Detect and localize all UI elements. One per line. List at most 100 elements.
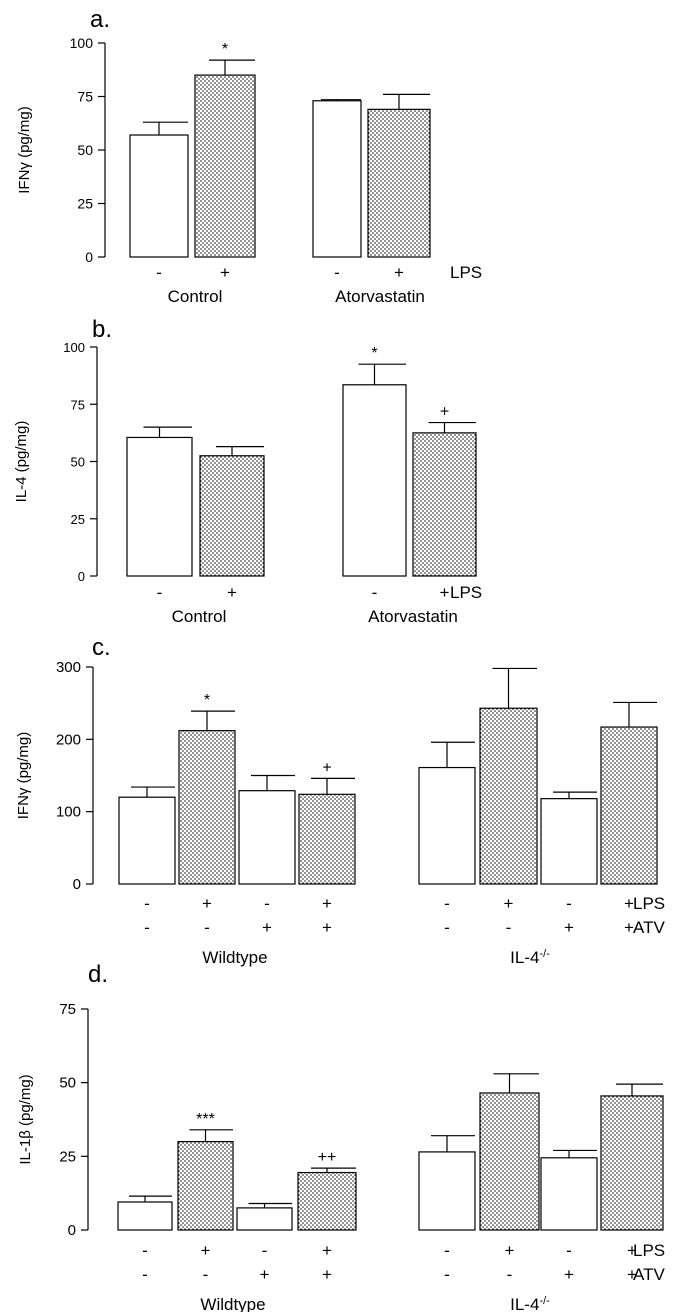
bar [342, 384, 407, 577]
panel-label: b. [92, 316, 112, 343]
lps-sign: + [394, 263, 404, 282]
y-tick-label: 50 [71, 455, 85, 470]
factor-label-lps: LPS [450, 583, 482, 602]
factor-label-atv: ATV [633, 1265, 665, 1284]
lps-sign: + [201, 1241, 211, 1260]
bar [540, 1157, 598, 1231]
atv-sign: + [260, 1265, 270, 1284]
atv-sign: + [624, 918, 634, 937]
bar [199, 455, 265, 577]
lps-sign: + [220, 263, 230, 282]
y-axis-title: IFNγ (pg/mg) [15, 732, 32, 820]
y-tick-label: 0 [78, 569, 85, 584]
group-label: Control [172, 607, 227, 626]
group-label: Control [168, 287, 223, 306]
significance-marker: * [204, 692, 210, 709]
bar [194, 74, 256, 258]
atv-sign: + [262, 918, 272, 937]
lps-sign: + [227, 583, 237, 602]
bar [367, 108, 431, 258]
atv-sign: - [144, 918, 150, 937]
chart-panel-c: c. 0 100 200 300 IFNγ (pg/mg) - - * + - - + + + + Wildty… [15, 634, 665, 967]
atv-sign: + [322, 1265, 332, 1284]
lps-sign: + [504, 894, 514, 913]
y-tick-label: 75 [59, 1001, 76, 1018]
lps-sign: - [144, 894, 150, 913]
bar [600, 1095, 664, 1231]
y-tick-label: 100 [63, 340, 85, 355]
atv-sign: - [204, 918, 210, 937]
bar [238, 790, 296, 885]
bar [129, 134, 189, 258]
factor-label-lps: LPS [450, 263, 482, 282]
factor-label-atv: ATV [633, 918, 665, 937]
bar [600, 726, 658, 885]
bar [412, 432, 477, 577]
lps-sign: - [157, 583, 163, 602]
lps-sign: - [566, 1241, 572, 1260]
lps-sign: + [627, 1241, 637, 1260]
y-axis-title: IFNγ (pg/mg) [16, 106, 33, 194]
bar [418, 1151, 476, 1231]
lps-sign: - [142, 1241, 148, 1260]
significance-marker: * [371, 345, 377, 362]
y-tick-label: 50 [77, 142, 93, 158]
bar [479, 707, 538, 885]
y-tick-label: 300 [56, 659, 81, 676]
group-label-superscript: -/- [539, 1295, 550, 1307]
y-tick-label: 0 [68, 1222, 76, 1239]
atv-sign: - [444, 918, 450, 937]
lps-sign: + [505, 1241, 515, 1260]
atv-sign: - [506, 918, 512, 937]
bar [118, 796, 176, 885]
y-tick-label: 25 [71, 512, 85, 527]
lps-sign: + [202, 894, 212, 913]
lps-sign: + [624, 894, 634, 913]
bar [236, 1207, 293, 1231]
significance-marker: * [222, 41, 228, 58]
y-axis-title: IL-4 (pg/mg) [13, 421, 30, 503]
bar [177, 1140, 234, 1231]
atv-sign: + [564, 1265, 574, 1284]
atv-sign: - [444, 1265, 450, 1284]
y-tick-label: 75 [77, 89, 93, 105]
bar [479, 1092, 540, 1231]
y-tick-label: 100 [56, 804, 81, 821]
lps-sign: - [444, 1241, 450, 1260]
y-tick-label: 50 [59, 1075, 76, 1092]
y-tick-label: 100 [70, 35, 94, 51]
bar [178, 730, 236, 885]
factor-label-lps: LPS [633, 894, 665, 913]
y-tick-label: 25 [59, 1148, 76, 1165]
bar [540, 798, 598, 885]
atv-sign: - [507, 1265, 513, 1284]
y-tick-label: 75 [71, 397, 85, 412]
panel-label: d. [88, 961, 108, 988]
lps-sign: - [156, 263, 162, 282]
y-tick-label: 0 [85, 249, 93, 265]
panel-label: c. [92, 634, 111, 661]
significance-marker: ++ [318, 1149, 337, 1166]
y-tick-label: 25 [77, 196, 93, 212]
bar [297, 1171, 357, 1231]
bar [117, 1201, 173, 1231]
y-tick-label: 0 [73, 876, 81, 893]
bar [298, 793, 356, 885]
factor-label-lps: LPS [633, 1241, 665, 1260]
significance-marker: + [322, 759, 331, 776]
lps-sign: - [444, 894, 450, 913]
lps-sign: - [264, 894, 270, 913]
significance-marker: + [440, 404, 449, 421]
bar [418, 766, 476, 885]
lps-sign: - [566, 894, 572, 913]
atv-sign: - [142, 1265, 148, 1284]
y-axis-title: IL-1β (pg/mg) [17, 1074, 34, 1164]
group-label: Wildtype [200, 1295, 265, 1312]
group-label-superscript: -/- [539, 948, 550, 960]
atv-sign: - [203, 1265, 209, 1284]
lps-sign: + [322, 1241, 332, 1260]
